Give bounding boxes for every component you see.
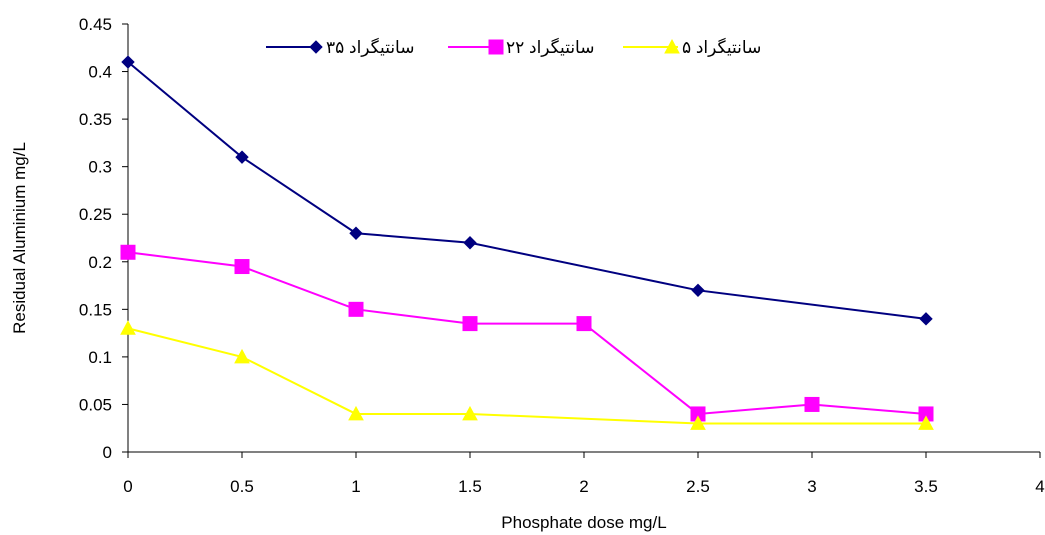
data-point bbox=[691, 283, 705, 298]
legend-item-3: ۵ سانتیگراد bbox=[623, 37, 761, 57]
data-point bbox=[234, 348, 250, 364]
x-tick-label: 0.5 bbox=[230, 477, 254, 496]
axes bbox=[122, 23, 1041, 458]
data-point bbox=[576, 316, 592, 332]
legend-label: ۲۲ سانتیگراد bbox=[506, 37, 594, 57]
y-tick-label: 0.45 bbox=[79, 15, 112, 34]
series-line bbox=[127, 61, 927, 320]
x-tick-label: 0 bbox=[123, 477, 132, 496]
series-line bbox=[127, 327, 926, 425]
y-tick-label: 0.3 bbox=[88, 158, 112, 177]
series-3 bbox=[120, 320, 934, 430]
data-point bbox=[462, 316, 478, 332]
legend-item-2: ۲۲ سانتیگراد bbox=[448, 37, 594, 57]
legend: ۳۵ سانتیگراد ۲۲ سانتیگراد ۵ سانتیگراد bbox=[266, 37, 761, 57]
series-2 bbox=[120, 244, 934, 422]
data-point bbox=[121, 55, 135, 69]
tick-labels: 0 0.05 0.1 0.15 0.2 0.25 0.3 0.35 0.4 0.45 0 0.5 1 1.… bbox=[79, 15, 1045, 496]
data-point bbox=[120, 320, 136, 335]
x-axis-label: Phosphate dose mg/L bbox=[501, 513, 666, 532]
x-tick-label: 1 bbox=[351, 477, 360, 496]
x-tick-label: 3.5 bbox=[914, 477, 938, 496]
y-tick-label: 0.05 bbox=[79, 395, 112, 414]
x-tick-label: 3 bbox=[807, 477, 816, 496]
legend-label: ۵ سانتیگراد bbox=[682, 37, 761, 57]
x-tick-label: 2.5 bbox=[686, 477, 710, 496]
data-point bbox=[462, 405, 478, 421]
series-layer bbox=[120, 55, 934, 430]
data-point bbox=[349, 226, 363, 240]
data-point bbox=[234, 259, 250, 275]
legend-marker bbox=[488, 39, 504, 55]
data-point bbox=[120, 244, 136, 260]
data-point bbox=[690, 415, 706, 430]
legend-marker bbox=[309, 40, 323, 54]
legend-label: ۳۵ سانتیگراد bbox=[326, 37, 414, 57]
legend-item-1: ۳۵ سانتیگراد bbox=[266, 37, 414, 57]
y-tick-label: 0.2 bbox=[88, 253, 112, 272]
y-tick-label: 0 bbox=[103, 443, 112, 462]
data-point bbox=[919, 312, 933, 326]
y-axis-label: Residual Aluminium mg/L bbox=[10, 142, 29, 334]
data-point bbox=[918, 415, 934, 430]
y-tick-label: 0.25 bbox=[79, 205, 112, 224]
data-point bbox=[348, 301, 364, 317]
data-point bbox=[804, 396, 820, 412]
x-tick-label: 4 bbox=[1035, 477, 1044, 496]
data-point bbox=[235, 150, 249, 164]
data-point bbox=[348, 405, 364, 421]
series-line bbox=[127, 251, 927, 415]
series-1 bbox=[121, 55, 933, 326]
y-tick-label: 0.1 bbox=[88, 348, 112, 367]
y-tick-label: 0.15 bbox=[79, 300, 112, 319]
y-tick-label: 0.35 bbox=[79, 110, 112, 129]
legend-marker bbox=[664, 38, 680, 54]
data-point bbox=[463, 236, 477, 250]
x-tick-label: 1.5 bbox=[458, 477, 482, 496]
x-tick-label: 2 bbox=[579, 477, 588, 496]
y-tick-label: 0.4 bbox=[88, 63, 112, 82]
